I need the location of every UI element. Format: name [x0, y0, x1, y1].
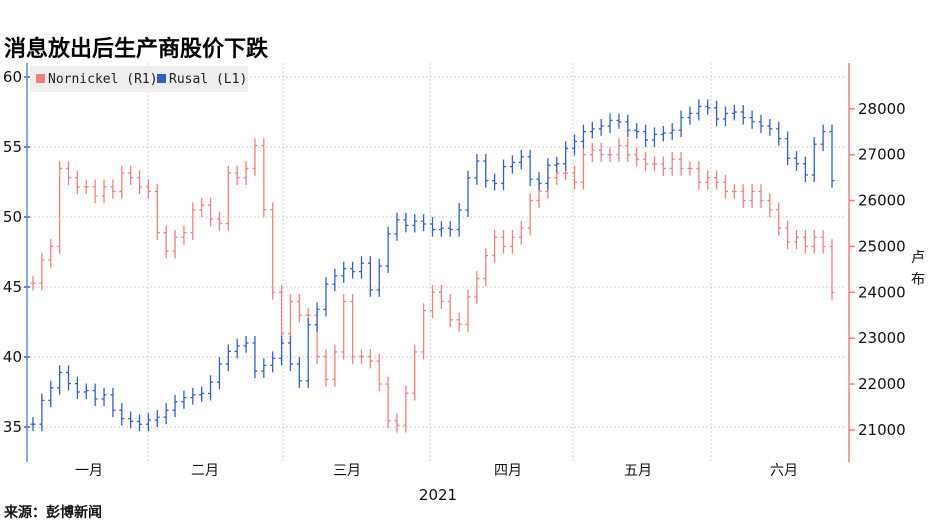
right-tick-label: 26000 — [858, 192, 906, 210]
month-label: 五月 — [624, 463, 652, 479]
month-label: 三月 — [333, 463, 361, 479]
series-nornickel — [30, 138, 835, 433]
right-tick-label: 28000 — [858, 100, 906, 118]
left-tick-label: 35 — [3, 418, 22, 436]
right-tick-label: 22000 — [858, 375, 906, 393]
right-axis: 21000 22000 23000 24000 25000 26000 27000 28000 — [849, 100, 906, 439]
legend-box — [30, 66, 248, 92]
month-label: 一月 — [75, 463, 103, 479]
left-tick-label: 55 — [3, 138, 22, 156]
gridlines — [30, 63, 845, 462]
series-rusal — [30, 99, 835, 432]
year-label: 2021 — [419, 486, 457, 504]
right-tick-label: 24000 — [858, 283, 906, 301]
right-tick-label: 27000 — [858, 146, 906, 164]
left-tick-label: 60 — [3, 68, 22, 86]
legend: Nornickel (R1) Rusal (L1) — [30, 66, 248, 92]
right-tick-label: 25000 — [858, 237, 906, 255]
month-label: 二月 — [191, 463, 219, 479]
month-label: 六月 — [770, 463, 798, 479]
legend-label-nornickel: Nornickel (R1) — [48, 72, 158, 87]
legend-swatch-rusal — [157, 74, 166, 83]
right-tick-label: 23000 — [858, 329, 906, 347]
left-tick-label: 50 — [3, 208, 22, 226]
month-label: 四月 — [494, 463, 522, 479]
right-axis-unit-label: 卢布 — [911, 250, 925, 288]
legend-label-rusal: Rusal (L1) — [169, 72, 247, 87]
right-axis-unit: 卢布 — [911, 250, 925, 288]
chart-title: 消息放出后生产商股价下跌 — [4, 36, 269, 62]
left-tick-label: 40 — [3, 348, 22, 366]
month-labels: 一月 二月 三月 四月 五月 六月 — [75, 463, 798, 479]
left-tick-label: 45 — [3, 278, 22, 296]
legend-swatch-nornickel — [36, 74, 45, 83]
left-axis: 35 40 45 50 55 60 — [3, 68, 30, 436]
source-label: 来源：彭博新闻 — [3, 504, 102, 521]
right-tick-label: 21000 — [858, 421, 906, 439]
